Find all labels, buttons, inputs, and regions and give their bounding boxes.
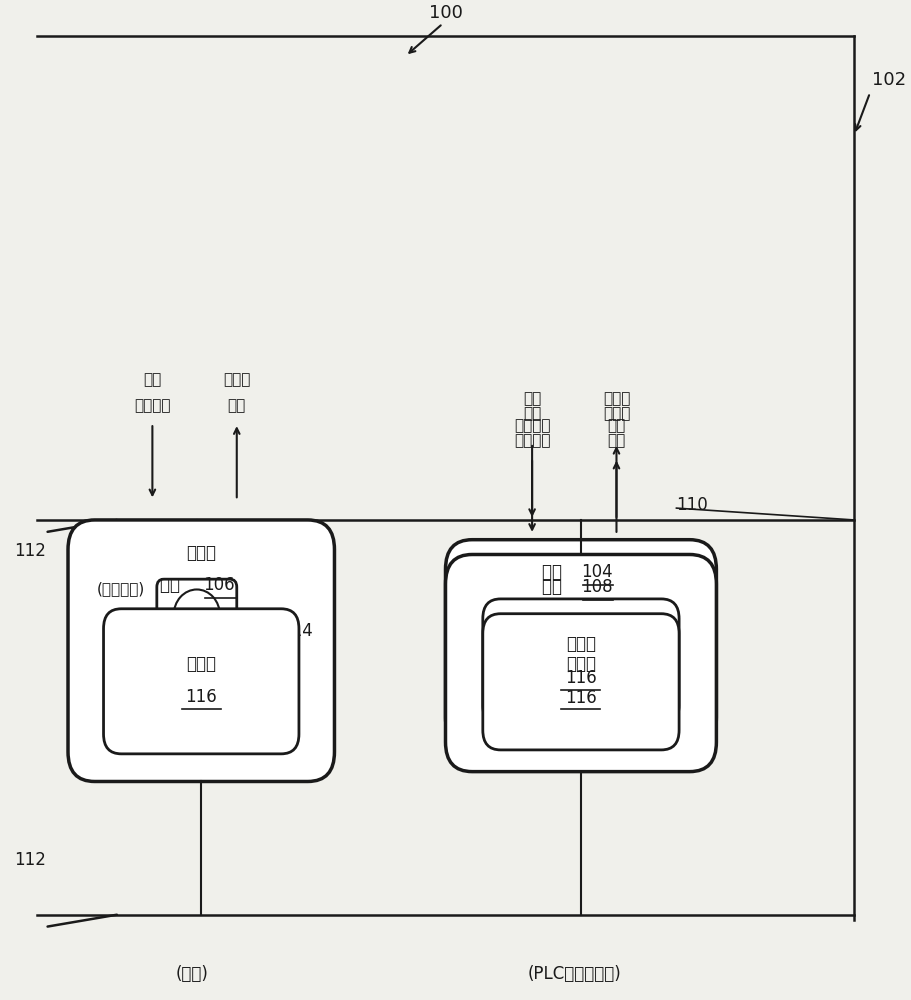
Text: 106: 106	[203, 576, 235, 594]
Text: 104: 104	[581, 563, 613, 581]
FancyBboxPatch shape	[445, 554, 716, 772]
Text: 112: 112	[14, 851, 46, 869]
Text: 到用户: 到用户	[603, 391, 630, 406]
Text: 控制器: 控制器	[186, 544, 216, 562]
Text: 102: 102	[872, 71, 906, 89]
Text: 110: 110	[677, 496, 708, 514]
FancyBboxPatch shape	[483, 599, 679, 725]
Text: 来自: 来自	[143, 372, 161, 387]
Text: (PLC调制解调器): (PLC调制解调器)	[527, 965, 621, 983]
Text: 收发器: 收发器	[566, 655, 596, 673]
Text: 114: 114	[281, 622, 312, 640]
FancyBboxPatch shape	[445, 540, 716, 747]
Text: 100: 100	[428, 4, 463, 22]
Text: (基站): (基站)	[176, 965, 209, 983]
Text: 来自: 来自	[523, 406, 541, 421]
Text: 节点: 节点	[542, 578, 568, 596]
Text: 112: 112	[14, 542, 46, 560]
FancyBboxPatch shape	[104, 609, 299, 754]
Text: 来自: 来自	[523, 391, 541, 406]
Text: 装置: 装置	[608, 418, 626, 433]
Text: 用户装置: 用户装置	[514, 433, 550, 448]
Text: 到用户: 到用户	[603, 406, 630, 421]
Text: (壁上插座): (壁上插座)	[97, 582, 146, 597]
Text: 用户装置: 用户装置	[514, 418, 550, 433]
Text: 108: 108	[581, 578, 613, 596]
Text: 服务资源: 服务资源	[134, 398, 170, 413]
FancyBboxPatch shape	[68, 520, 334, 781]
Text: 116: 116	[565, 689, 597, 707]
Text: 116: 116	[185, 688, 217, 706]
Text: 到服务: 到服务	[223, 372, 251, 387]
Text: 资源: 资源	[228, 398, 246, 413]
Text: 装置: 装置	[608, 433, 626, 448]
Text: 收发器: 收发器	[186, 655, 216, 673]
FancyBboxPatch shape	[483, 614, 679, 750]
Text: 节点: 节点	[160, 576, 185, 594]
Text: 节点: 节点	[542, 563, 568, 581]
Text: 收发器: 收发器	[566, 635, 596, 653]
FancyBboxPatch shape	[157, 579, 237, 712]
Text: 116: 116	[565, 669, 597, 687]
